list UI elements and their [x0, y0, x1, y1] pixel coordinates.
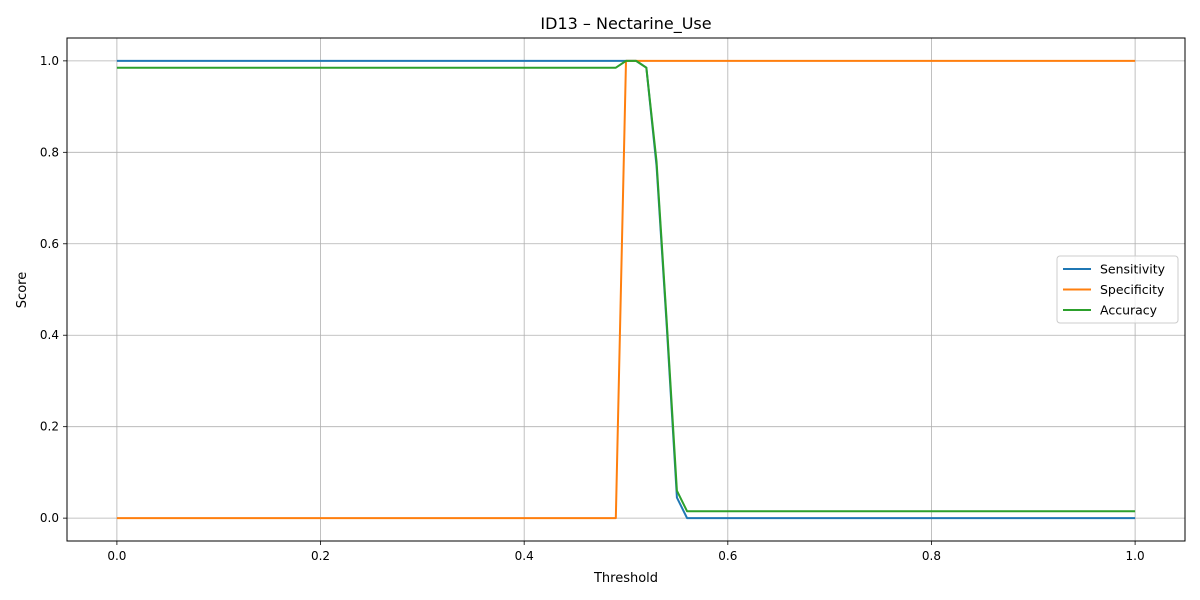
legend-box: [1056, 255, 1179, 324]
legend: Sensitivity Specificity Accuracy: [1056, 255, 1179, 324]
grid: [67, 38, 1185, 541]
y-tick-label: 0.6: [40, 237, 59, 251]
y-tick-label: 1.0: [40, 54, 59, 68]
series-line-accuracy: [116, 59, 1136, 513]
x-tick-label: 1.0: [1126, 549, 1145, 563]
y-tick-label: 0.4: [40, 328, 59, 342]
legend-label-specificity: Specificity: [1100, 282, 1165, 297]
x-tick-label: 0.8: [922, 549, 941, 563]
x-axis-ticks: 0.0 0.2 0.4 0.6 0.8 1.0: [107, 541, 1145, 563]
x-tick-label: 0.2: [311, 549, 330, 563]
series-line-specificity: [116, 59, 1136, 520]
plot-lines: [116, 59, 1136, 520]
y-tick-label: 0.8: [40, 145, 59, 159]
chart-title: ID13 – Nectarine_Use: [540, 14, 711, 34]
y-axis-label: Score: [15, 272, 30, 308]
x-tick-label: 0.0: [107, 549, 126, 563]
legend-label-sensitivity: Sensitivity: [1100, 262, 1166, 277]
y-tick-label: 0.2: [40, 420, 59, 434]
x-axis-label: Threshold: [593, 571, 658, 586]
plot-frame: [66, 37, 1186, 542]
series-line-sensitivity: [116, 59, 1136, 520]
legend-label-accuracy: Accuracy: [1100, 303, 1158, 318]
y-axis-ticks: 0.0 0.2 0.4 0.6 0.8 1.0: [40, 54, 67, 525]
x-tick-label: 0.4: [515, 549, 534, 563]
x-tick-label: 0.6: [718, 549, 737, 563]
y-tick-label: 0.0: [40, 511, 59, 525]
